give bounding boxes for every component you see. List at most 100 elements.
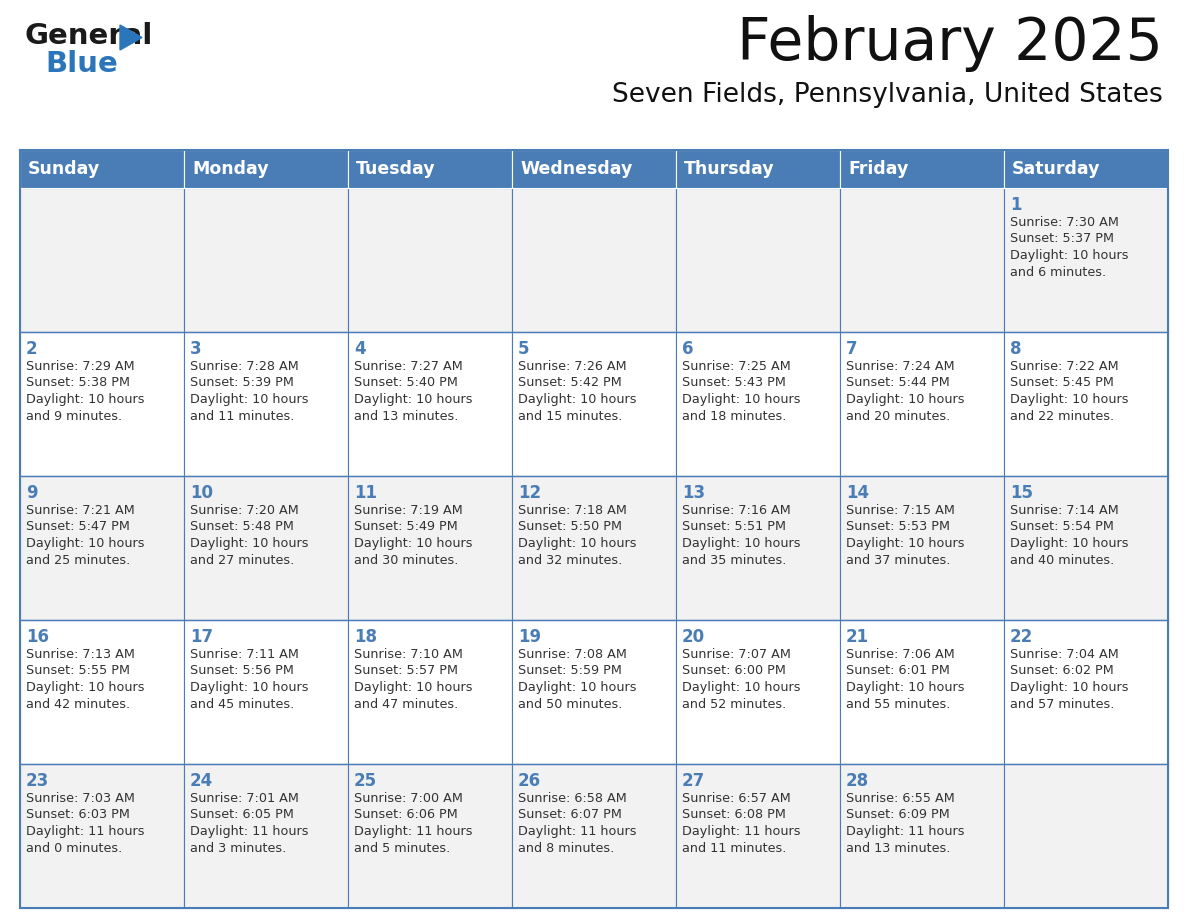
Text: Sunset: 6:02 PM: Sunset: 6:02 PM — [1010, 665, 1114, 677]
Text: and 13 minutes.: and 13 minutes. — [846, 842, 950, 855]
Bar — [840, 150, 1004, 188]
Bar — [184, 188, 348, 332]
Text: Sunset: 5:47 PM: Sunset: 5:47 PM — [26, 521, 129, 533]
Bar — [512, 188, 676, 332]
Text: Sunset: 5:38 PM: Sunset: 5:38 PM — [26, 376, 129, 389]
Text: Daylight: 10 hours: Daylight: 10 hours — [682, 393, 801, 406]
Text: Sunrise: 7:00 AM: Sunrise: 7:00 AM — [354, 792, 463, 805]
Bar — [676, 764, 840, 908]
Text: Daylight: 11 hours: Daylight: 11 hours — [26, 825, 145, 838]
Bar — [20, 150, 184, 188]
Text: 6: 6 — [682, 340, 694, 358]
Text: Daylight: 11 hours: Daylight: 11 hours — [518, 825, 637, 838]
Text: Sunrise: 7:14 AM: Sunrise: 7:14 AM — [1010, 504, 1119, 517]
Text: Sunrise: 6:58 AM: Sunrise: 6:58 AM — [518, 792, 627, 805]
Text: 2: 2 — [26, 340, 38, 358]
Bar — [512, 764, 676, 908]
Text: Sunset: 5:37 PM: Sunset: 5:37 PM — [1010, 232, 1114, 245]
Bar — [348, 150, 512, 188]
Text: General: General — [25, 22, 153, 50]
Text: Daylight: 10 hours: Daylight: 10 hours — [518, 681, 637, 694]
Text: Sunset: 5:44 PM: Sunset: 5:44 PM — [846, 376, 949, 389]
Text: Sunrise: 7:04 AM: Sunrise: 7:04 AM — [1010, 648, 1119, 661]
Text: Sunset: 5:59 PM: Sunset: 5:59 PM — [518, 665, 621, 677]
Text: Sunrise: 7:22 AM: Sunrise: 7:22 AM — [1010, 360, 1119, 373]
Text: Sunrise: 7:19 AM: Sunrise: 7:19 AM — [354, 504, 463, 517]
Text: and 0 minutes.: and 0 minutes. — [26, 842, 122, 855]
Text: Sunrise: 7:11 AM: Sunrise: 7:11 AM — [190, 648, 299, 661]
Text: Sunset: 6:06 PM: Sunset: 6:06 PM — [354, 809, 457, 822]
Text: Daylight: 11 hours: Daylight: 11 hours — [682, 825, 801, 838]
Text: Daylight: 11 hours: Daylight: 11 hours — [354, 825, 473, 838]
Text: Sunrise: 6:55 AM: Sunrise: 6:55 AM — [846, 792, 955, 805]
Text: Sunset: 6:08 PM: Sunset: 6:08 PM — [682, 809, 786, 822]
Text: 19: 19 — [518, 628, 541, 646]
Text: Sunset: 5:40 PM: Sunset: 5:40 PM — [354, 376, 457, 389]
Text: 21: 21 — [846, 628, 870, 646]
Bar — [1004, 188, 1168, 332]
Text: Sunrise: 7:30 AM: Sunrise: 7:30 AM — [1010, 216, 1119, 229]
Text: Tuesday: Tuesday — [356, 160, 436, 178]
Text: Sunset: 5:56 PM: Sunset: 5:56 PM — [190, 665, 293, 677]
Text: Daylight: 10 hours: Daylight: 10 hours — [190, 681, 309, 694]
Bar — [348, 476, 512, 620]
Text: Sunrise: 7:01 AM: Sunrise: 7:01 AM — [190, 792, 299, 805]
Text: and 45 minutes.: and 45 minutes. — [190, 698, 295, 711]
Text: 11: 11 — [354, 484, 377, 502]
Bar — [1004, 332, 1168, 476]
Bar — [184, 476, 348, 620]
Text: 10: 10 — [190, 484, 213, 502]
Polygon shape — [120, 25, 143, 50]
Text: Daylight: 11 hours: Daylight: 11 hours — [190, 825, 309, 838]
Bar — [184, 620, 348, 764]
Bar — [676, 188, 840, 332]
Text: and 52 minutes.: and 52 minutes. — [682, 698, 786, 711]
Text: Daylight: 10 hours: Daylight: 10 hours — [846, 393, 965, 406]
Text: 17: 17 — [190, 628, 213, 646]
Text: Daylight: 10 hours: Daylight: 10 hours — [1010, 681, 1129, 694]
Text: Sunset: 6:05 PM: Sunset: 6:05 PM — [190, 809, 293, 822]
Text: Sunset: 5:39 PM: Sunset: 5:39 PM — [190, 376, 293, 389]
Text: and 6 minutes.: and 6 minutes. — [1010, 265, 1106, 278]
Text: Sunrise: 7:28 AM: Sunrise: 7:28 AM — [190, 360, 298, 373]
Bar — [840, 188, 1004, 332]
Text: and 57 minutes.: and 57 minutes. — [1010, 698, 1114, 711]
Bar — [1004, 620, 1168, 764]
Text: and 3 minutes.: and 3 minutes. — [190, 842, 286, 855]
Text: Daylight: 11 hours: Daylight: 11 hours — [846, 825, 965, 838]
Text: Daylight: 10 hours: Daylight: 10 hours — [1010, 537, 1129, 550]
Bar — [20, 188, 184, 332]
Text: Sunrise: 7:24 AM: Sunrise: 7:24 AM — [846, 360, 955, 373]
Text: and 18 minutes.: and 18 minutes. — [682, 409, 786, 422]
Text: 27: 27 — [682, 772, 706, 790]
Text: Sunset: 5:54 PM: Sunset: 5:54 PM — [1010, 521, 1114, 533]
Text: 14: 14 — [846, 484, 870, 502]
Text: Sunset: 6:09 PM: Sunset: 6:09 PM — [846, 809, 949, 822]
Text: Blue: Blue — [45, 50, 118, 78]
Text: Sunset: 6:07 PM: Sunset: 6:07 PM — [518, 809, 621, 822]
Text: Sunday: Sunday — [29, 160, 100, 178]
Bar — [676, 476, 840, 620]
Text: Sunrise: 7:18 AM: Sunrise: 7:18 AM — [518, 504, 627, 517]
Bar — [676, 620, 840, 764]
Text: 25: 25 — [354, 772, 377, 790]
Text: Sunrise: 7:10 AM: Sunrise: 7:10 AM — [354, 648, 463, 661]
Text: Sunset: 6:01 PM: Sunset: 6:01 PM — [846, 665, 950, 677]
Bar — [1004, 476, 1168, 620]
Bar — [20, 150, 1168, 908]
Bar — [840, 332, 1004, 476]
Text: and 47 minutes.: and 47 minutes. — [354, 698, 459, 711]
Bar — [348, 332, 512, 476]
Text: 13: 13 — [682, 484, 706, 502]
Text: and 55 minutes.: and 55 minutes. — [846, 698, 950, 711]
Text: Sunrise: 7:21 AM: Sunrise: 7:21 AM — [26, 504, 134, 517]
Text: Sunset: 5:45 PM: Sunset: 5:45 PM — [1010, 376, 1114, 389]
Text: Monday: Monday — [192, 160, 268, 178]
Text: and 11 minutes.: and 11 minutes. — [190, 409, 295, 422]
Text: Sunrise: 7:29 AM: Sunrise: 7:29 AM — [26, 360, 134, 373]
Text: Daylight: 10 hours: Daylight: 10 hours — [190, 393, 309, 406]
Text: Sunset: 5:57 PM: Sunset: 5:57 PM — [354, 665, 459, 677]
Text: Sunset: 6:03 PM: Sunset: 6:03 PM — [26, 809, 129, 822]
Text: Sunset: 5:48 PM: Sunset: 5:48 PM — [190, 521, 293, 533]
Text: 26: 26 — [518, 772, 541, 790]
